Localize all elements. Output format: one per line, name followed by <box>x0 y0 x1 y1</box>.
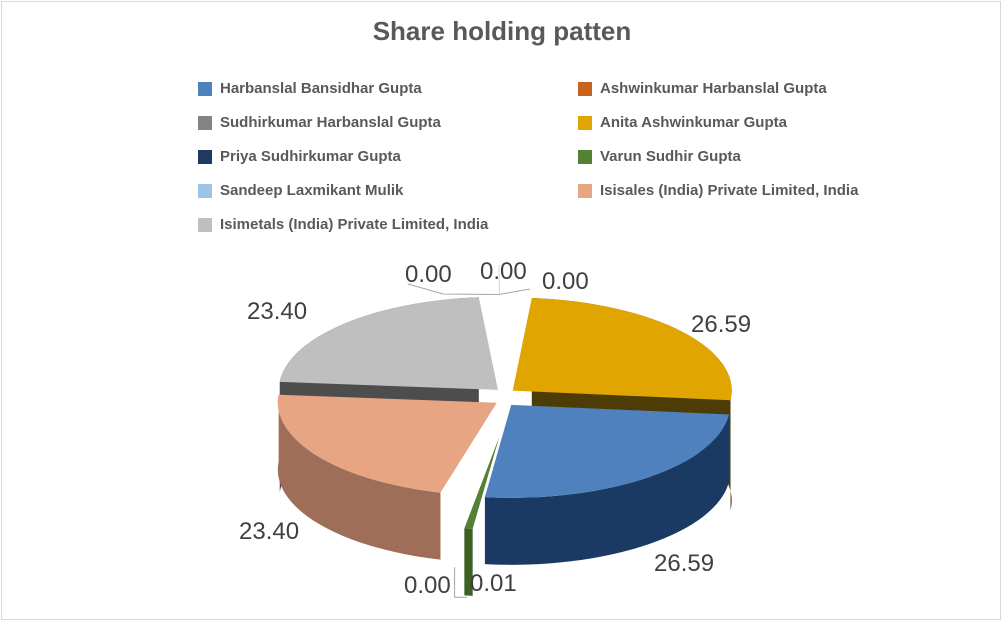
svg-text:26.59: 26.59 <box>691 311 751 338</box>
svg-text:0.00: 0.00 <box>542 268 589 295</box>
svg-text:23.40: 23.40 <box>239 518 299 545</box>
svg-text:0.00: 0.00 <box>405 261 452 288</box>
svg-text:26.59: 26.59 <box>654 550 714 577</box>
svg-text:23.40: 23.40 <box>247 298 307 325</box>
svg-text:0.00: 0.00 <box>404 572 451 599</box>
svg-text:0.01: 0.01 <box>470 570 517 597</box>
svg-text:0.00: 0.00 <box>480 258 527 285</box>
